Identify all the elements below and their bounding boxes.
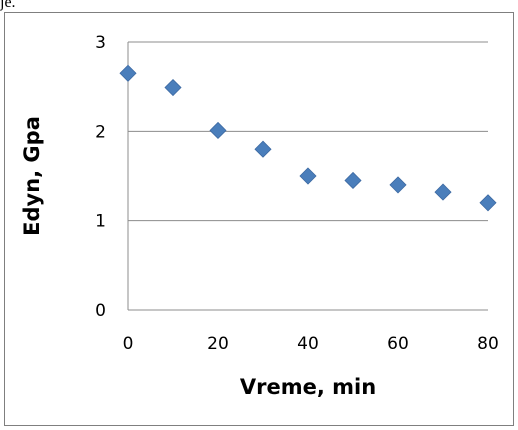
- x-axis-title: Vreme, min: [240, 375, 376, 399]
- y-tick-labels: 0 1 2 3: [95, 33, 106, 321]
- scatter-chart: 0 20 40 60 80 0 1 2 3 Vreme, min Edyn, Gpa: [20, 33, 499, 399]
- y-axis-title: Edyn, Gpa: [20, 116, 44, 236]
- gridlines: [128, 41, 488, 222]
- y-tick-label: 1: [95, 212, 106, 232]
- axes: [127, 42, 488, 311]
- y-tick-label: 2: [95, 122, 106, 142]
- data-point: [209, 121, 227, 140]
- x-tick-label: 40: [297, 334, 319, 354]
- x-tick-labels: 0 20 40 60 80: [123, 334, 499, 354]
- data-point: [299, 167, 317, 185]
- x-tick-label: 0: [123, 334, 134, 354]
- x-tick-label: 60: [387, 334, 409, 354]
- data-point: [479, 194, 497, 212]
- data-points: [119, 64, 497, 212]
- y-tick-label: 0: [95, 301, 106, 321]
- data-point: [344, 171, 362, 190]
- x-tick-label: 80: [477, 334, 499, 354]
- x-tick-label: 20: [207, 334, 229, 354]
- y-tick-label: 3: [95, 33, 106, 53]
- chart-area: 0 20 40 60 80 0 1 2 3 Vreme, min Edyn, Gpa: [4, 12, 514, 426]
- data-point: [119, 64, 137, 82]
- data-point: [164, 78, 182, 97]
- data-point: [254, 140, 272, 158]
- text-fragment: je.: [0, 0, 16, 11]
- data-point: [389, 176, 407, 194]
- data-point: [434, 183, 452, 201]
